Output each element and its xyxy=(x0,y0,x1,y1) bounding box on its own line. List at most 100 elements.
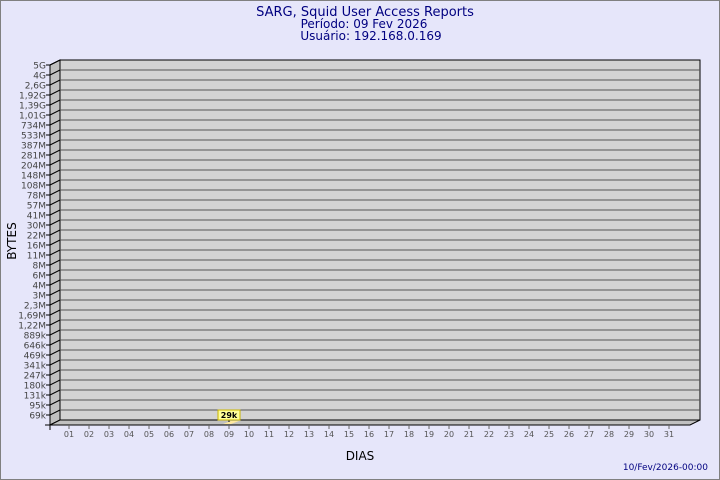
y-tick-depth xyxy=(49,389,61,396)
y-tick-depth xyxy=(49,129,61,136)
x-tick-label: 27 xyxy=(584,430,594,439)
y-tick-label: 16M xyxy=(27,242,46,252)
y-tick-label: 734M xyxy=(21,122,46,132)
x-tick-label: 11 xyxy=(264,430,274,439)
y-tick-depth xyxy=(49,189,61,196)
y-tick-depth xyxy=(49,329,61,336)
x-tick-label: 19 xyxy=(424,430,434,439)
x-tick-label: 06 xyxy=(164,430,174,439)
y-tick-label: 78M xyxy=(27,192,46,202)
y-tick-label: 108M xyxy=(21,182,46,192)
y-tick-label: 148M xyxy=(21,172,46,182)
y-tick-depth xyxy=(49,79,61,86)
x-tick-label: 17 xyxy=(384,430,394,439)
x-tick-label: 29 xyxy=(624,430,634,439)
y-tick-label: 204M xyxy=(21,162,46,172)
y-tick-label: 4G xyxy=(33,72,46,82)
x-tick-label: 13 xyxy=(304,430,314,439)
x-tick-label: 03 xyxy=(104,430,114,439)
x-tick-label: 28 xyxy=(604,430,614,439)
y-tick-label: 131k xyxy=(24,392,47,402)
y-tick-label: 2,3M xyxy=(24,302,46,312)
y-tick-depth xyxy=(49,159,61,166)
x-tick-label: 30 xyxy=(644,430,654,439)
y-tick-depth xyxy=(49,409,61,416)
x-tick-label: 07 xyxy=(184,430,194,439)
y-tick-label: 11M xyxy=(27,252,46,262)
y-tick-label: 5G xyxy=(33,62,46,72)
y-tick-label: 889k xyxy=(24,332,47,342)
y-tick-depth xyxy=(49,369,61,376)
y-tick-label: 95k xyxy=(29,402,46,412)
y-tick-depth xyxy=(49,99,61,106)
y-tick-label: 1,69M xyxy=(18,312,46,322)
y-tick-depth xyxy=(49,89,61,96)
y-tick-depth xyxy=(49,299,61,306)
floor xyxy=(49,419,701,426)
y-tick-depth xyxy=(49,219,61,226)
y-tick-label: 646k xyxy=(24,342,47,352)
y-tick-label: 57M xyxy=(27,202,46,212)
y-tick-label: 30M xyxy=(27,222,46,232)
x-tick-label: 22 xyxy=(484,430,494,439)
y-tick-depth xyxy=(49,379,61,386)
y-tick-label: 341k xyxy=(24,362,47,372)
x-tick-label: 02 xyxy=(84,430,94,439)
y-tick-label: 469k xyxy=(24,352,47,362)
y-tick-label: 281M xyxy=(21,152,46,162)
data-label-box xyxy=(217,409,241,421)
chart-period: Período: 09 Fev 2026 xyxy=(301,17,428,31)
x-tick-label: 20 xyxy=(444,430,454,439)
y-tick-label: 3M xyxy=(33,292,47,302)
y-tick-depth xyxy=(49,59,61,66)
x-tick-label: 14 xyxy=(324,430,334,439)
y-tick-depth xyxy=(49,269,61,276)
plot-area: 5G4G2,6G1,92G1,39G1,01G734M533M387M281M2… xyxy=(18,59,701,439)
x-tick-label: 09 xyxy=(224,430,234,439)
y-tick-depth xyxy=(49,169,61,176)
x-tick-label: 08 xyxy=(204,430,214,439)
y-tick-depth xyxy=(49,179,61,186)
y-tick-depth xyxy=(49,259,61,266)
y-tick-depth xyxy=(49,249,61,256)
y-tick-depth xyxy=(49,149,61,156)
x-axis-label: DIAS xyxy=(346,449,375,463)
x-tick-label: 21 xyxy=(464,430,474,439)
y-tick-label: 1,92G xyxy=(19,92,46,102)
y-tick-depth xyxy=(49,69,61,76)
y-tick-label: 4M xyxy=(33,282,47,292)
x-tick-label: 18 xyxy=(404,430,414,439)
y-tick-label: 6M xyxy=(33,272,47,282)
chart-footer-date: 10/Fev/2026-00:00 xyxy=(623,463,708,473)
y-tick-depth xyxy=(49,139,61,146)
y-tick-depth xyxy=(49,209,61,216)
y-tick-depth xyxy=(49,229,61,236)
y-tick-label: 22M xyxy=(27,232,46,242)
y-tick-label: 247k xyxy=(24,372,47,382)
y-tick-label: 180k xyxy=(24,382,47,392)
x-tick-label: 23 xyxy=(504,430,514,439)
x-tick-label: 10 xyxy=(244,430,254,439)
x-tick-label: 05 xyxy=(144,430,154,439)
data-label: 29k xyxy=(221,411,238,420)
y-tick-depth xyxy=(49,199,61,206)
x-tick-label: 25 xyxy=(544,430,554,439)
y-tick-depth xyxy=(49,349,61,356)
chart-user: Usuário: 192.168.0.169 xyxy=(300,29,441,43)
x-tick-label: 24 xyxy=(524,430,534,439)
y-tick-depth xyxy=(49,279,61,286)
y-tick-depth xyxy=(49,109,61,116)
y-tick-label: 69k xyxy=(29,412,46,422)
y-tick-depth xyxy=(49,309,61,316)
x-tick-label: 31 xyxy=(664,430,674,439)
chart-title: SARG, Squid User Access Reports xyxy=(256,5,474,20)
x-tick-label: 04 xyxy=(124,430,134,439)
y-tick-depth xyxy=(49,359,61,366)
x-tick-label: 26 xyxy=(564,430,574,439)
y-tick-depth xyxy=(49,119,61,126)
y-tick-depth xyxy=(49,339,61,346)
y-tick-depth xyxy=(49,319,61,326)
y-tick-label: 41M xyxy=(27,212,46,222)
y-tick-label: 1,01G xyxy=(19,112,46,122)
